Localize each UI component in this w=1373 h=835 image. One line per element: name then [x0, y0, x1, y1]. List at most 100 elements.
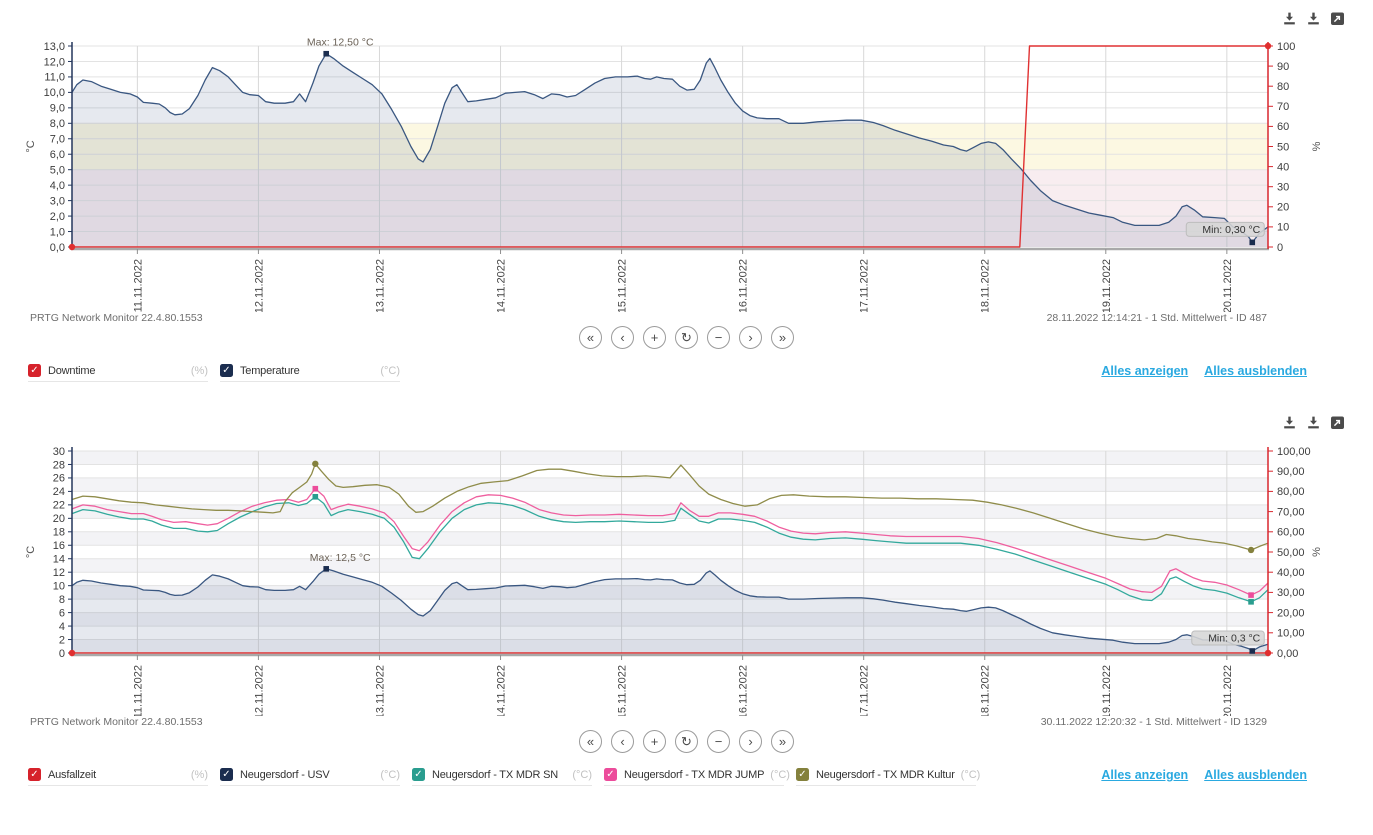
plot-stripe: [72, 558, 1268, 573]
y-right-axis-title: %: [1311, 141, 1323, 151]
legend-label: Downtime: [48, 364, 96, 377]
legend-item-neugersdorf-tx-mdr-jump[interactable]: ✓ Neugersdorf - TX MDR JUMP (°C): [604, 768, 790, 786]
hide-all-link[interactable]: Alles ausblenden: [1204, 768, 1307, 782]
open-in-window-icon[interactable]: [1330, 11, 1345, 26]
series-marker: [1247, 546, 1255, 554]
multi-sensor-chart[interactable]: 0246810121416182022242628300,0010,0020,0…: [0, 434, 1373, 716]
series-marker: [1249, 648, 1256, 654]
nav-step-forward-button[interactable]: ›: [739, 730, 762, 753]
min-annotation-text: Min: 0,3 °C: [1208, 632, 1260, 644]
x-tick-label: 18.11.2022: [980, 259, 992, 312]
show-all-link[interactable]: Alles anzeigen: [1101, 364, 1189, 378]
x-tick-label: 12.11.2022: [253, 259, 265, 312]
checkbox-checked-icon[interactable]: ✓: [604, 768, 617, 781]
nav-reset-zoom-button[interactable]: ↻: [675, 730, 698, 753]
nav-jump-start-button[interactable]: «: [579, 730, 602, 753]
legend-label: Neugersdorf - USV: [240, 768, 330, 781]
y-left-tick-label: 13,0: [44, 41, 65, 53]
checkbox-checked-icon[interactable]: ✓: [28, 768, 41, 781]
y-left-tick-label: 10: [53, 580, 65, 592]
y-left-tick-label: 24: [53, 486, 65, 498]
legend-unit: (%): [190, 768, 208, 781]
nav-reset-zoom-button[interactable]: ↻: [675, 326, 698, 349]
x-tick-label: 17.11.2022: [859, 665, 871, 716]
legend-item-ausfallzeit[interactable]: ✓ Ausfallzeit (%): [28, 768, 208, 786]
y-right-tick-label: 10: [1277, 222, 1289, 234]
y-right-tick-label: 80,00: [1277, 486, 1305, 498]
x-tick-label: 11.11.2022: [132, 665, 144, 716]
legend-item-neugersdorf-tx-mdr-kultur[interactable]: ✓ Neugersdorf - TX MDR Kultur (°C): [796, 768, 980, 786]
legend-item-neugersdorf-tx-mdr-sn[interactable]: ✓ Neugersdorf - TX MDR SN (°C): [412, 768, 592, 786]
series-line-neugersdorf-usv: [71, 568, 1269, 652]
y-left-tick-label: 16: [53, 540, 65, 552]
x-tick-label: 17.11.2022: [859, 259, 871, 312]
y-left-tick-label: 18: [53, 527, 65, 539]
y-right-tick-label: 30,00: [1277, 587, 1305, 599]
nav-step-back-button[interactable]: ‹: [611, 326, 634, 349]
show-all-link[interactable]: Alles anzeigen: [1101, 768, 1189, 782]
legend-label: Temperature: [240, 364, 300, 377]
x-tick-label: 13.11.2022: [374, 665, 386, 716]
nav-zoom-in-button[interactable]: +: [643, 730, 666, 753]
y-left-tick-label: 12: [53, 567, 65, 579]
nav-jump-end-button[interactable]: »: [771, 326, 794, 349]
download-data-icon[interactable]: [1282, 415, 1297, 430]
min-annotation-box: [1185, 221, 1265, 237]
nav-zoom-out-button[interactable]: −: [707, 730, 730, 753]
y-left-tick-label: 1,0: [50, 226, 65, 238]
series-marker: [312, 493, 319, 500]
download-image-icon[interactable]: [1306, 415, 1321, 430]
y-left-tick-label: 0: [59, 648, 65, 660]
nav-zoom-in-button[interactable]: +: [643, 326, 666, 349]
x-tick-label: 16.11.2022: [738, 665, 750, 716]
y-right-tick-label: 70: [1277, 101, 1289, 113]
x-tick-label: 20.11.2022: [1222, 665, 1234, 716]
y-left-tick-label: 5,0: [50, 164, 65, 176]
report-meta-text: 30.11.2022 12:20:32 - 1 Std. Mittelwert …: [1040, 716, 1267, 728]
nav-step-back-button[interactable]: ‹: [611, 730, 634, 753]
plot-stripe: [72, 585, 1268, 600]
checkbox-checked-icon[interactable]: ✓: [412, 768, 425, 781]
series-marker: [312, 460, 319, 467]
y-left-tick-label: 30: [53, 446, 65, 458]
y-right-tick-label: 20,00: [1277, 607, 1305, 619]
y-right-tick-label: 100: [1277, 41, 1295, 53]
hide-all-link[interactable]: Alles ausblenden: [1204, 364, 1307, 378]
y-right-tick-label: 90,00: [1277, 466, 1305, 478]
y-left-tick-label: 8: [59, 594, 65, 606]
legend-item-neugersdorf-usv[interactable]: ✓ Neugersdorf - USV (°C): [220, 768, 400, 786]
y-left-tick-label: 7,0: [50, 134, 65, 146]
legend-item-downtime[interactable]: ✓ Downtime (%): [28, 364, 208, 382]
nav-jump-end-button[interactable]: »: [771, 730, 794, 753]
download-image-icon[interactable]: [1306, 11, 1321, 26]
checkbox-checked-icon[interactable]: ✓: [796, 768, 809, 781]
checkbox-checked-icon[interactable]: ✓: [28, 364, 41, 377]
nav-step-forward-button[interactable]: ›: [739, 326, 762, 349]
y-right-tick-label: 80: [1277, 81, 1289, 93]
nav-zoom-out-button[interactable]: −: [707, 326, 730, 349]
series-marker: [1248, 592, 1254, 598]
series-line-downtime: [72, 45, 1268, 248]
legend-item-temperature[interactable]: ✓ Temperature (°C): [220, 364, 400, 382]
plot-stripe: [72, 451, 1268, 465]
y-left-tick-label: 8,0: [50, 118, 65, 130]
download-data-icon[interactable]: [1282, 11, 1297, 26]
min-annotation-box: [1191, 630, 1265, 646]
checkbox-checked-icon[interactable]: ✓: [220, 768, 233, 781]
series-marker: [68, 243, 76, 251]
legend-unit: (°C): [380, 768, 400, 781]
chart-legend: ✓ Downtime (%) ✓ Temperature (°C) Alles anzei…: [0, 364, 1373, 382]
plot-stripe: [72, 639, 1268, 653]
legend-label: Neugersdorf - TX MDR SN: [432, 768, 559, 781]
series-marker: [312, 485, 319, 492]
y-left-tick-label: 28: [53, 459, 65, 471]
x-tick-label: 20.11.2022: [1222, 259, 1234, 312]
checkbox-checked-icon[interactable]: ✓: [220, 364, 233, 377]
downtime-temperature-chart[interactable]: 0,0 1,0 2,0 3,0 4,0 5,0 6,0 7,0 8,0 9,0 10,0 11,0 12…: [0, 30, 1373, 312]
y-left-tick-label: 2,0: [50, 211, 65, 223]
y-left-tick-label: 22: [53, 500, 65, 512]
plot-stripe: [72, 612, 1268, 627]
open-in-window-icon[interactable]: [1330, 415, 1345, 430]
nav-jump-start-button[interactable]: «: [579, 326, 602, 349]
y-right-tick-label: 20: [1277, 202, 1289, 214]
